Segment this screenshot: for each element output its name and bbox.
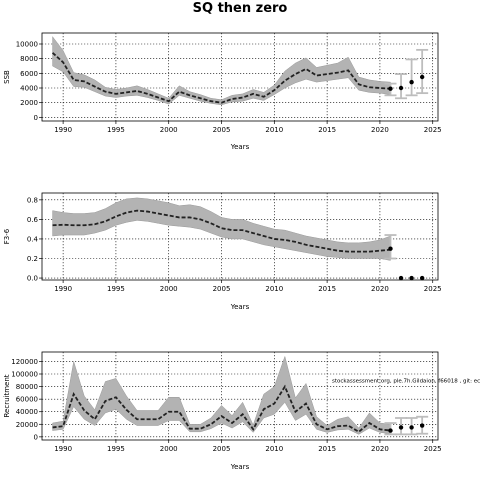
x-tick-label: 2025 <box>424 126 442 134</box>
y-tick-label: 40000 <box>16 408 38 416</box>
x-tick-label: 2020 <box>371 126 389 134</box>
y-tick-label: 8000 <box>20 55 38 63</box>
recruitment-panel: 1990 1995 2000 2005 2010 2015 2020 2025 0 20000 40… <box>3 351 480 471</box>
median-line <box>52 384 391 433</box>
x-tick-label: 1995 <box>107 126 125 134</box>
y-tick-label: 0 <box>34 433 38 441</box>
x-tick-label: 2015 <box>318 445 336 453</box>
projection-point <box>388 428 393 433</box>
projection-point <box>388 246 393 251</box>
x-tick-label: 2015 <box>318 285 336 293</box>
x-tick-label: 2000 <box>160 285 178 293</box>
y-tick-label: 10000 <box>16 41 38 49</box>
x-tick-label: 2025 <box>424 445 442 453</box>
x-axis-label: Years <box>230 303 250 311</box>
y-tick-label: 0.2 <box>27 255 38 263</box>
projection-point <box>409 275 414 281</box>
y-tick-label: 0 <box>34 114 38 122</box>
y-axis-label: Recruitment <box>3 374 11 417</box>
x-tick-label: 1990 <box>54 285 72 293</box>
ssb-panel: 1990 1995 2000 2005 2010 2015 2020 2025 0 2000 400… <box>3 32 442 151</box>
confidence-band <box>52 35 391 106</box>
y-axis-label: SSB <box>3 70 11 84</box>
axes-frame <box>41 32 439 122</box>
y-tick-label: 0.6 <box>27 216 39 224</box>
x-tick-label: 2000 <box>160 445 178 453</box>
x-tick-label: 2005 <box>213 126 231 134</box>
x-tick-label: 2020 <box>371 285 389 293</box>
projection-point <box>409 79 414 85</box>
y-tick-label: 120000 <box>11 358 38 366</box>
x-tick-label: 1995 <box>107 445 125 453</box>
x-tick-label: 1995 <box>107 285 125 293</box>
y-tick-label: 100000 <box>11 371 38 379</box>
projection-point <box>388 86 393 91</box>
median-line <box>51 52 391 104</box>
y-tick-label: 6000 <box>20 70 38 78</box>
projection-point <box>398 275 404 281</box>
projection-point <box>409 425 414 430</box>
projection-point <box>419 275 425 281</box>
y-tick-label: 0.0 <box>27 275 38 283</box>
projection-point <box>398 85 404 91</box>
x-tick-label: 2010 <box>265 285 283 293</box>
y-axis-label: F3-6 <box>3 228 11 244</box>
x-tick-label: 2000 <box>160 126 178 134</box>
x-axis-label: Years <box>230 463 250 471</box>
x-tick-label: 2020 <box>371 445 389 453</box>
axes-frame <box>41 351 439 441</box>
x-tick-label: 1990 <box>54 126 72 134</box>
source-annotation: stockassessment.org, ple.7h.Gildaion, f6… <box>332 378 480 384</box>
y-tick-label: 4000 <box>20 85 38 93</box>
median-line <box>52 209 391 253</box>
y-tick-label: 80000 <box>16 383 38 391</box>
figure-title: SQ then zero <box>193 1 288 16</box>
x-tick-label: 2010 <box>265 126 283 134</box>
fishing-mortality-panel: 1990 1995 2000 2005 2010 2015 2020 2025 0.0 0.2 0.… <box>3 192 442 311</box>
y-tick-label: 0.8 <box>27 196 38 204</box>
x-tick-label: 1990 <box>54 445 72 453</box>
y-tick-label: 2000 <box>20 99 38 107</box>
projection-point <box>419 74 425 80</box>
y-tick-label: 20000 <box>16 421 38 429</box>
axes-frame <box>41 192 439 281</box>
y-tick-label: 0.4 <box>27 235 39 243</box>
x-axis-label: Years <box>230 143 250 151</box>
projection-point <box>398 425 404 430</box>
x-tick-label: 2005 <box>213 285 231 293</box>
x-tick-label: 2010 <box>265 445 283 453</box>
x-tick-label: 2025 <box>424 285 442 293</box>
y-tick-label: 60000 <box>16 396 38 404</box>
x-tick-label: 2015 <box>318 126 336 134</box>
projection-point <box>419 423 425 428</box>
x-tick-label: 2005 <box>213 445 231 453</box>
